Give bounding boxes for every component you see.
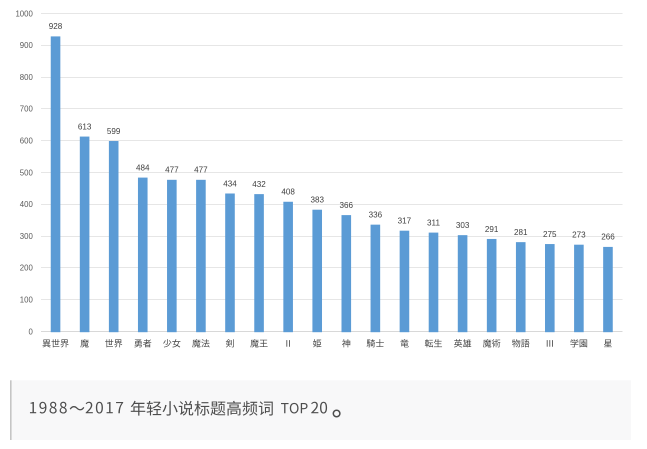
svg-text:0: 0: [28, 327, 33, 336]
svg-text:408: 408: [281, 188, 295, 197]
svg-text:477: 477: [165, 166, 179, 175]
svg-text:400: 400: [20, 200, 34, 209]
svg-text:800: 800: [20, 73, 34, 82]
svg-text:311: 311: [427, 218, 440, 227]
svg-text:336: 336: [369, 210, 383, 219]
svg-text:317: 317: [398, 216, 412, 225]
svg-text:100: 100: [20, 296, 34, 305]
svg-text:300: 300: [20, 232, 34, 241]
svg-text:366: 366: [340, 201, 354, 210]
svg-text:600: 600: [20, 137, 34, 146]
svg-text:477: 477: [194, 166, 208, 175]
svg-text:275: 275: [543, 230, 557, 239]
svg-text:383: 383: [310, 196, 324, 205]
svg-text:291: 291: [485, 225, 499, 234]
svg-text:900: 900: [20, 41, 34, 50]
svg-text:303: 303: [456, 221, 470, 230]
svg-text:266: 266: [601, 233, 615, 242]
svg-text:200: 200: [20, 264, 34, 273]
svg-text:613: 613: [78, 122, 92, 131]
svg-text:484: 484: [136, 163, 150, 172]
svg-text:500: 500: [20, 168, 34, 177]
svg-text:273: 273: [572, 230, 586, 239]
svg-text:599: 599: [107, 127, 121, 136]
svg-text:281: 281: [514, 228, 528, 237]
svg-text:434: 434: [223, 179, 237, 188]
svg-text:700: 700: [20, 105, 34, 114]
svg-text:432: 432: [252, 180, 266, 189]
svg-text:1000: 1000: [15, 9, 33, 18]
svg-text:928: 928: [49, 22, 63, 31]
